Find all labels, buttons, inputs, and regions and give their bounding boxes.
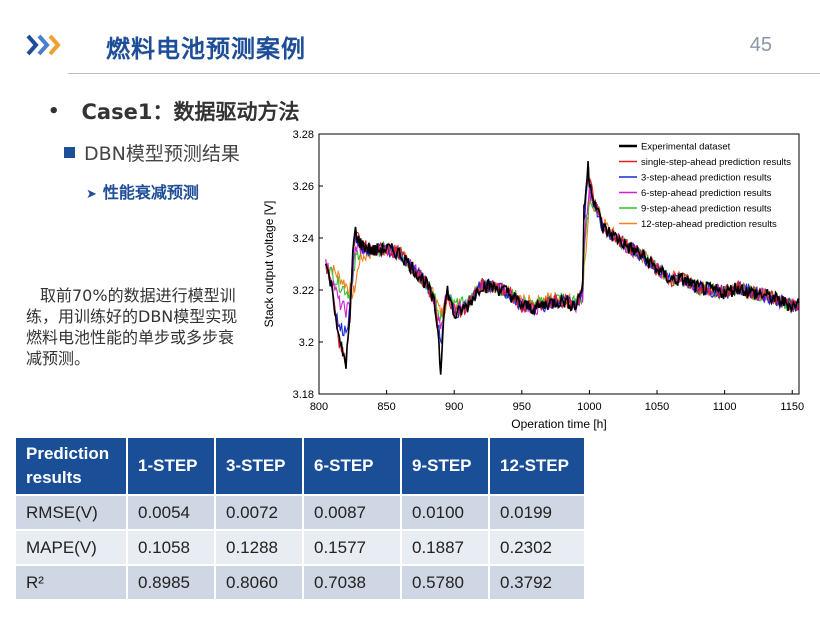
y-tick-label: 3.26 xyxy=(293,181,314,193)
series-line xyxy=(325,161,800,375)
table-row: RMSE(V) 0.0054 0.0072 0.0087 0.0100 0.01… xyxy=(14,494,586,531)
bullet-dot-icon: • xyxy=(48,101,60,122)
table-header-cell: 9-STEP xyxy=(400,436,490,496)
page-number: 45 xyxy=(749,34,772,56)
y-tick-label: 3.28 xyxy=(293,129,314,141)
table-cell: MAPE(V) xyxy=(14,529,128,566)
table-header-cell: 1-STEP xyxy=(126,436,216,496)
table-cell: 0.2302 xyxy=(488,529,586,566)
table-cell: 0.0087 xyxy=(302,494,402,531)
bullet-level3-text: 性能衰减预测 xyxy=(102,183,199,202)
table-cell: 0.5780 xyxy=(400,564,490,601)
y-axis-label: Stack output voltage [V] xyxy=(262,201,276,328)
table-cell: 0.0072 xyxy=(214,494,304,531)
table-cell: 0.7038 xyxy=(302,564,402,601)
x-tick-label: 900 xyxy=(445,401,463,413)
table-cell: 0.1577 xyxy=(302,529,402,566)
legend-label: 6-step-ahead prediction results xyxy=(641,188,772,199)
x-tick-label: 1100 xyxy=(713,401,737,413)
table-cell: 0.3792 xyxy=(488,564,586,601)
legend-label: single-step-ahead prediction results xyxy=(641,157,791,168)
x-tick-label: 1000 xyxy=(577,401,601,413)
table-cell: R² xyxy=(14,564,128,601)
legend-label: 12-step-ahead prediction results xyxy=(641,219,777,230)
table-header-cell: 6-STEP xyxy=(302,436,402,496)
bullet-level3: ➤ 性能衰减预测 xyxy=(86,179,199,203)
x-tick-label: 950 xyxy=(513,401,531,413)
table-row: MAPE(V) 0.1058 0.1288 0.1577 0.1887 0.23… xyxy=(14,529,586,566)
bullet-level2-text: DBN模型预测结果 xyxy=(84,143,240,165)
description-text: 取前70%的数据进行模型训练，用训练好的DBN模型实现燃料电池性能的单步或多步衰… xyxy=(26,286,238,368)
table-header-cell: 12-STEP xyxy=(488,436,586,496)
table-cell: 0.8060 xyxy=(214,564,304,601)
legend-label: 3-step-ahead prediction results xyxy=(641,173,772,184)
plot-frame xyxy=(318,133,800,395)
table-cell: 0.1058 xyxy=(126,529,216,566)
x-tick-label: 850 xyxy=(377,401,395,413)
table-cell: RMSE(V) xyxy=(14,494,128,531)
y-tick-label: 3.2 xyxy=(299,337,314,349)
table-cell: 0.8985 xyxy=(126,564,216,601)
x-tick-label: 1150 xyxy=(780,401,804,413)
series-line xyxy=(325,175,800,344)
bullet-level1-text: Case1：数据驱动方法 xyxy=(81,100,300,124)
results-table: Prediction results 1-STEP 3-STEP 6-STEP … xyxy=(14,436,586,601)
x-tick-label: 800 xyxy=(310,401,328,413)
y-tick-label: 3.18 xyxy=(293,389,314,401)
y-tick-label: 3.22 xyxy=(293,285,314,297)
chevron-icon xyxy=(26,34,61,56)
table-header-cell: 3-STEP xyxy=(214,436,304,496)
table-cell: 0.0054 xyxy=(126,494,216,531)
bullet-level1: • Case1：数据驱动方法 xyxy=(48,96,299,126)
x-tick-label: 1050 xyxy=(645,401,669,413)
table-cell: 0.1288 xyxy=(214,529,304,566)
page-title: 燃料电池预测案例 xyxy=(106,35,306,63)
table-cell: 0.0199 xyxy=(488,494,586,531)
table-cell: 0.1887 xyxy=(400,529,490,566)
arrow-bullet-icon: ➤ xyxy=(86,187,97,202)
legend-label: 9-step-ahead prediction results xyxy=(641,204,772,215)
square-bullet-icon xyxy=(64,147,75,158)
header-divider xyxy=(68,73,820,74)
legend-label: Experimental dataset xyxy=(641,142,731,153)
table-row: R² 0.8985 0.8060 0.7038 0.5780 0.3792 xyxy=(14,564,586,601)
y-tick-label: 3.24 xyxy=(293,233,314,245)
bullet-level2: DBN模型预测结果 xyxy=(64,139,240,166)
table-cell: 0.0100 xyxy=(400,494,490,531)
x-axis-label: Operation time [h] xyxy=(511,417,606,431)
chart-svg: 800 850 900 950 1000 1050 1100 1150 3.18 3.2 3.22 3… xyxy=(262,129,804,431)
table-header-cell: Prediction results xyxy=(14,436,128,496)
table-header-row: Prediction results 1-STEP 3-STEP 6-STEP … xyxy=(14,436,586,496)
voltage-prediction-chart: 800 850 900 950 1000 1050 1100 1150 3.18 3.2 3.22 3… xyxy=(258,128,806,436)
